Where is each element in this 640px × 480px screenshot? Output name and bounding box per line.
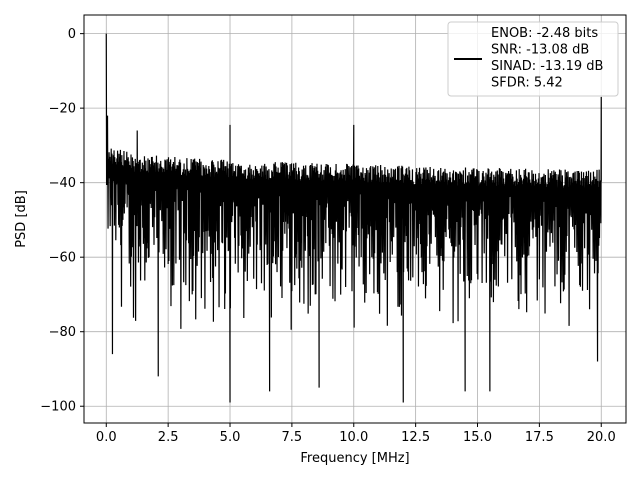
- y-tick-label: −20: [49, 102, 76, 117]
- legend-box: [447, 21, 619, 97]
- legend-enob: ENOB: -2.48 bits: [491, 26, 598, 41]
- x-axis-label: Frequency [MHz]: [300, 451, 409, 466]
- x-tick-label: 5.0: [220, 430, 241, 445]
- y-tick-label: −40: [49, 176, 76, 191]
- y-axis-label: PSD [dB]: [14, 190, 29, 248]
- y-tick-label: 0: [68, 27, 76, 42]
- y-tick-label: −60: [49, 251, 76, 266]
- legend-snr: SNR: -13.08 dB: [491, 43, 589, 58]
- plot-frame: [83, 14, 627, 424]
- psd-series-line: [105, 33, 602, 403]
- y-tick-label: −100: [40, 400, 76, 415]
- x-tick-label: 12.5: [401, 430, 430, 445]
- x-tick-label: 10.0: [339, 430, 368, 445]
- legend: ENOB: -2.48 bits SNR: -13.08 dB SINAD: -…: [447, 21, 619, 97]
- x-tick-label: 15.0: [463, 430, 492, 445]
- x-tick-label: 7.5: [282, 430, 303, 445]
- x-tick-label: 0.0: [96, 430, 117, 445]
- y-tick-label: −80: [49, 325, 76, 340]
- legend-sinad: SINAD: -13.19 dB: [491, 59, 603, 74]
- tick-layer: 0.0 2.5 5.0 7.5 10.0 12.5 15.0 17.5 20.0 0 −20 −40 −…: [40, 27, 615, 445]
- legend-sfdr: SFDR: 5.42: [491, 76, 563, 91]
- x-tick-label: 17.5: [525, 430, 554, 445]
- x-tick-label: 20.0: [587, 430, 616, 445]
- data-layer: [105, 33, 602, 403]
- x-tick-label: 2.5: [158, 430, 179, 445]
